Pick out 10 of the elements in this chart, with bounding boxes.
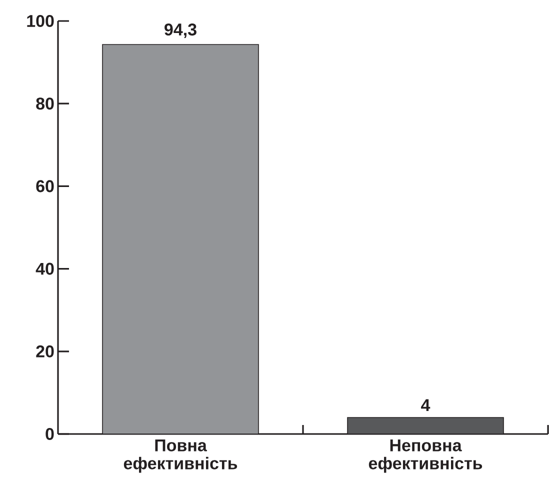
y-tick-label: 60 bbox=[36, 180, 54, 192]
y-tick-label: 0 bbox=[46, 428, 54, 440]
y-tick-label: 40 bbox=[36, 262, 54, 275]
y-tick-label: 100 bbox=[27, 14, 54, 28]
y-tick-label: 80 bbox=[36, 98, 54, 110]
data-label: 4 bbox=[421, 399, 430, 411]
x-tick-label: Неповна ефективність bbox=[368, 440, 482, 473]
x-tick-label: Повна ефективність bbox=[124, 440, 238, 473]
y-tick-label: 20 bbox=[36, 345, 54, 358]
data-label: 94,3 bbox=[164, 24, 196, 38]
